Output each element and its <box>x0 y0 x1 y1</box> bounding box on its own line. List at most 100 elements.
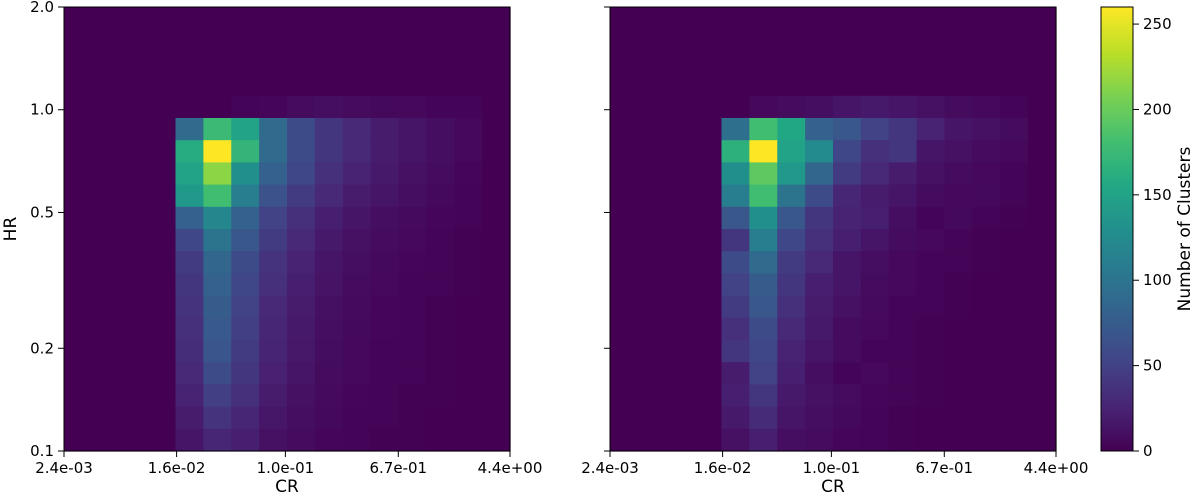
heatmap-cell <box>944 317 973 341</box>
heatmap-cell <box>454 184 483 208</box>
heatmap-cell <box>805 317 834 341</box>
heatmap-cell <box>370 118 400 141</box>
heatmap-cell <box>916 406 946 430</box>
heatmap-cell <box>287 273 316 297</box>
y-ticks-right <box>604 6 610 452</box>
heatmap-cell <box>454 29 483 52</box>
heatmap-cells-left <box>64 7 511 452</box>
heatmap-cell <box>637 73 667 97</box>
heatmap-cell <box>749 295 778 319</box>
heatmap-cell <box>916 340 946 363</box>
heatmap-cell <box>482 317 511 341</box>
heatmap-cell <box>370 73 400 97</box>
heatmap-cell <box>777 184 806 208</box>
heatmap-cell <box>259 406 288 430</box>
heatmap-cell <box>833 118 862 141</box>
heatmap-cell <box>805 51 834 75</box>
heatmap-cell <box>203 206 232 230</box>
heatmap-cell <box>972 362 1001 385</box>
heatmap-cell <box>860 140 890 163</box>
heatmap-cell <box>1028 162 1057 186</box>
heatmap-cell <box>482 406 511 430</box>
heatmap-cell <box>203 317 232 341</box>
heatmap-cell <box>777 295 806 319</box>
heatmap-cell <box>1000 73 1029 97</box>
heatmap-cell <box>64 184 93 208</box>
heatmap-cell <box>721 206 750 230</box>
heatmap-cell <box>259 95 288 119</box>
heatmap-cell <box>64 7 93 30</box>
heatmap-cell <box>426 362 455 385</box>
heatmap-cell <box>1028 251 1057 274</box>
heatmap-cell <box>287 384 316 408</box>
heatmap-cell <box>944 384 973 408</box>
heatmap-cell <box>91 51 121 75</box>
heatmap-cell <box>370 428 400 452</box>
heatmap-cell <box>1028 73 1057 97</box>
heatmap-cell <box>944 295 973 319</box>
heatmap-cell <box>833 7 862 30</box>
heatmap-cell <box>1000 340 1029 363</box>
heatmap-cell <box>833 295 862 319</box>
heatmap-cell <box>749 51 778 75</box>
heatmap-cell <box>426 51 455 75</box>
heatmap-cell <box>342 428 372 452</box>
heatmap-cell <box>860 206 890 230</box>
heatmap-cell <box>916 95 946 119</box>
heatmap-cell <box>314 206 344 230</box>
heatmap-cell <box>916 362 946 385</box>
heatmap-cell <box>259 273 288 297</box>
heatmap-cell <box>777 51 806 75</box>
heatmap-cell <box>287 340 316 363</box>
y-ticks-left: 0.1 0.2 0.5 1.0 2.0 <box>30 0 64 460</box>
heatmap-cell <box>398 273 427 297</box>
heatmap-cell <box>482 118 511 141</box>
x-tick-label: 2.4e-03 <box>35 459 93 477</box>
heatmap-cell <box>777 73 806 97</box>
heatmap-cell <box>888 340 918 363</box>
heatmap-cell <box>119 73 149 97</box>
heatmap-cell <box>398 295 427 319</box>
heatmap-cell <box>203 362 232 385</box>
heatmap-cell <box>426 229 455 252</box>
x-axis-label-left: CR <box>275 477 299 497</box>
heatmap-cell <box>610 317 639 341</box>
heatmap-cell <box>805 406 834 430</box>
heatmap-cell <box>721 29 750 52</box>
heatmap-cell <box>231 273 260 297</box>
heatmap-cell <box>888 7 918 30</box>
heatmap-cell <box>833 206 862 230</box>
heatmap-cell <box>426 251 455 274</box>
heatmap-cell <box>972 295 1001 319</box>
heatmap-cell <box>637 340 667 363</box>
heatmap-cell <box>454 118 483 141</box>
y-tick-label: 0.2 <box>30 339 54 357</box>
heatmap-cell <box>147 428 177 452</box>
colorbar: 0 50 100 150 200 250 Number of Clusters <box>1100 6 1195 460</box>
heatmap-cell <box>64 229 93 252</box>
heatmap-cell <box>944 251 973 274</box>
heatmap-cell <box>175 140 204 163</box>
heatmap-cell <box>693 295 723 319</box>
heatmap-cell <box>370 95 400 119</box>
heatmap-cell <box>833 162 862 186</box>
heatmap-cell <box>203 384 232 408</box>
heatmap-cell <box>637 140 667 163</box>
heatmap-cell <box>259 140 288 163</box>
heatmap-cell <box>1028 140 1057 163</box>
heatmap-cell <box>342 362 372 385</box>
heatmap-cell <box>721 317 750 341</box>
heatmap-cell <box>944 118 973 141</box>
heatmap-cell <box>665 406 695 430</box>
y-tick-label: 0.1 <box>30 442 54 460</box>
heatmap-cell <box>721 140 750 163</box>
heatmap-cell <box>314 184 344 208</box>
heatmap-cell <box>64 95 93 119</box>
heatmap-cell <box>972 428 1001 452</box>
heatmap-cell <box>777 29 806 52</box>
heatmap-cell <box>454 206 483 230</box>
heatmap-cell <box>64 140 93 163</box>
heatmap-cell <box>454 406 483 430</box>
heatmap-cell <box>833 29 862 52</box>
heatmap-cell <box>454 162 483 186</box>
